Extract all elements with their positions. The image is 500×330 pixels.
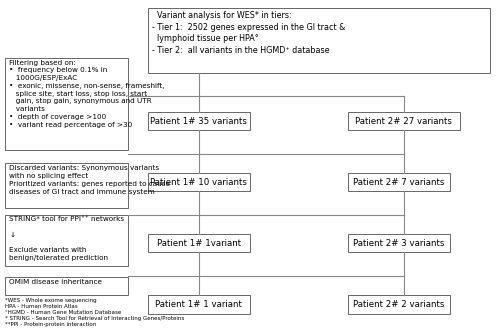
Text: Patient 1# 35 variants: Patient 1# 35 variants bbox=[150, 117, 247, 126]
FancyBboxPatch shape bbox=[5, 163, 128, 208]
Text: Variant analysis for WES* in tiers:
- Tier 1:  2502 genes expressed in the GI tr: Variant analysis for WES* in tiers: - Ti… bbox=[152, 11, 346, 55]
Text: Patient 2# 2 variants: Patient 2# 2 variants bbox=[353, 300, 444, 309]
Text: Patient 2# 3 variants: Patient 2# 3 variants bbox=[353, 239, 444, 248]
FancyBboxPatch shape bbox=[148, 173, 250, 191]
FancyBboxPatch shape bbox=[148, 234, 250, 252]
FancyBboxPatch shape bbox=[348, 173, 450, 191]
FancyBboxPatch shape bbox=[5, 58, 128, 150]
Text: Patient 1# 1variant: Patient 1# 1variant bbox=[156, 239, 241, 248]
Text: Patient 1# 10 variants: Patient 1# 10 variants bbox=[150, 178, 247, 187]
Text: Discarded variants: Synonymous variants
with no splicing effect
Prioritized vari: Discarded variants: Synonymous variants … bbox=[9, 165, 170, 195]
FancyBboxPatch shape bbox=[348, 234, 450, 252]
Text: Patient 2# 7 variants: Patient 2# 7 variants bbox=[353, 178, 444, 187]
Text: Patient 1# 1 variant: Patient 1# 1 variant bbox=[156, 300, 242, 309]
Text: *WES - Whole exome sequencing
HPA - Human Protein Atlas
°HGMD - Human Gene Mutat: *WES - Whole exome sequencing HPA - Huma… bbox=[5, 298, 184, 327]
Text: Filtering based on:
•  frequency below 0.1% in
   1000G/ESP/ExAC
•  exonic, miss: Filtering based on: • frequency below 0.… bbox=[9, 60, 164, 128]
FancyBboxPatch shape bbox=[148, 295, 250, 314]
FancyBboxPatch shape bbox=[5, 214, 128, 266]
FancyBboxPatch shape bbox=[5, 277, 128, 295]
Text: OMIM disease inheritance: OMIM disease inheritance bbox=[9, 279, 102, 285]
FancyBboxPatch shape bbox=[148, 112, 250, 130]
FancyBboxPatch shape bbox=[148, 8, 490, 73]
Text: STRING* tool for PPI⁺⁺ networks

↓

Exclude variants with
benign/tolerated predi: STRING* tool for PPI⁺⁺ networks ↓ Exclud… bbox=[9, 216, 124, 261]
FancyBboxPatch shape bbox=[348, 112, 460, 130]
Text: Patient 2# 27 variants: Patient 2# 27 variants bbox=[356, 117, 452, 126]
FancyBboxPatch shape bbox=[348, 295, 450, 314]
